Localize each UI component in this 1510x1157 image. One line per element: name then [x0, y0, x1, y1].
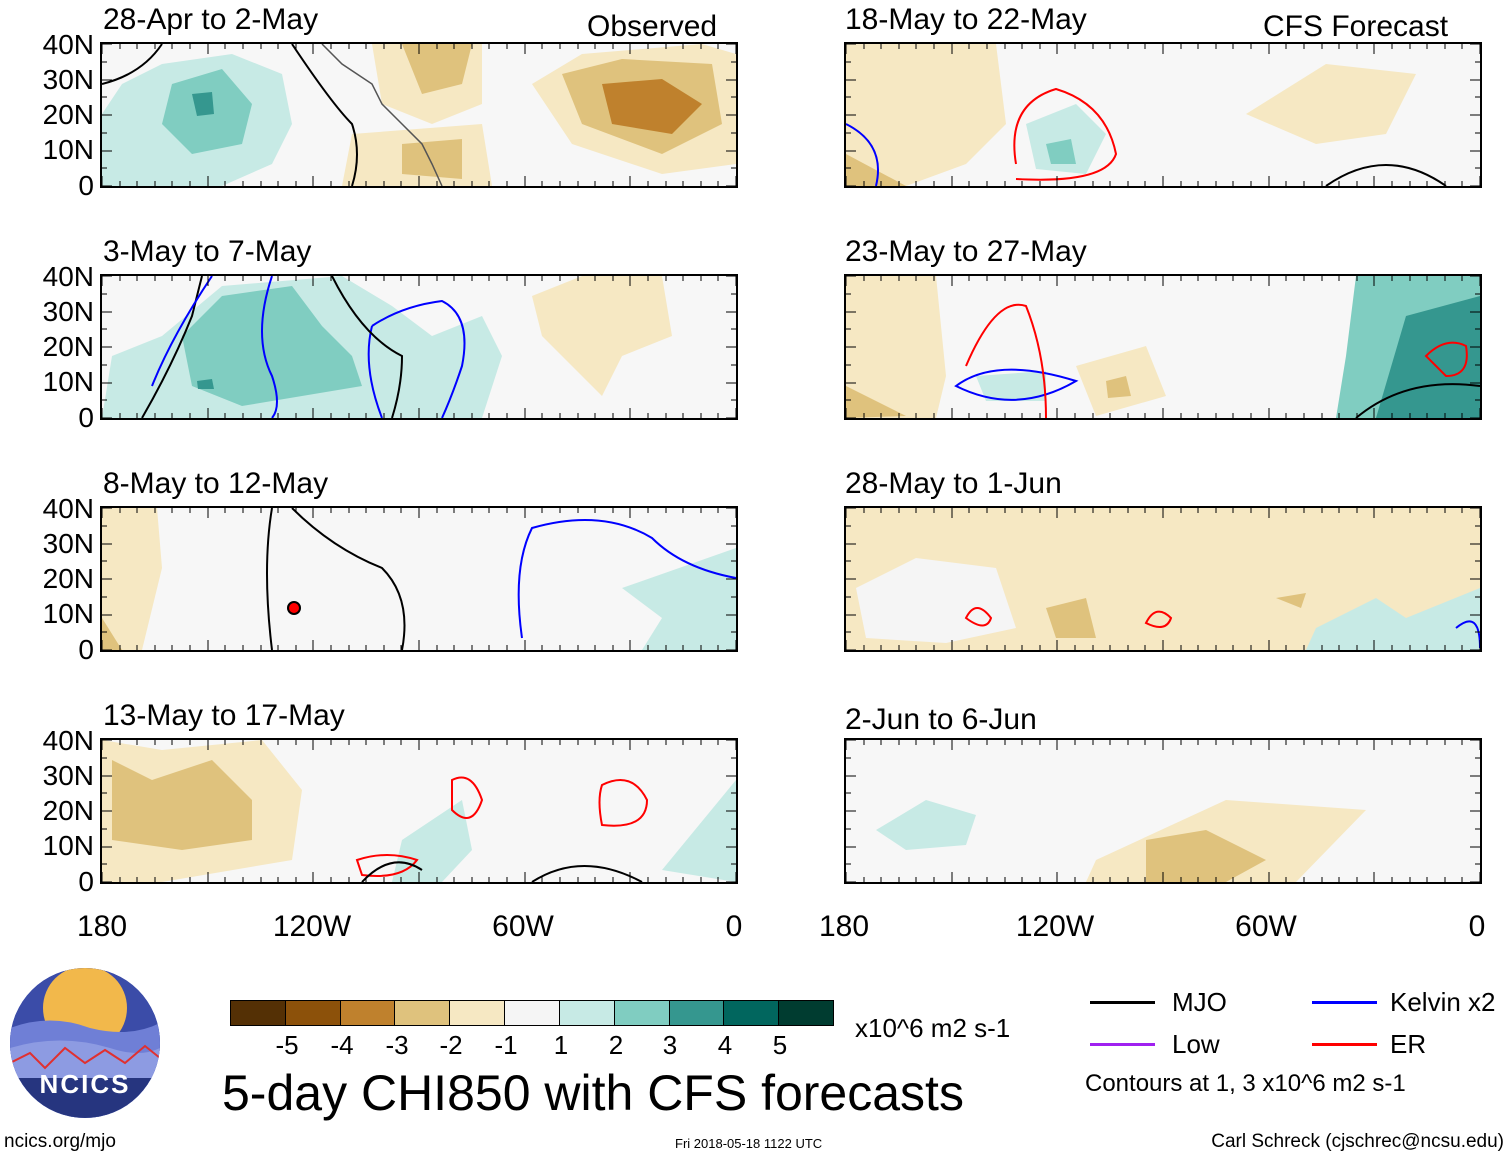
- legend-label: ER: [1390, 1029, 1427, 1059]
- colorbar-label: -1: [494, 1030, 518, 1060]
- anomaly-map: [102, 740, 736, 882]
- forecast-label: CFS Forecast: [1263, 10, 1449, 43]
- y-tick-label: 40N: [42, 29, 94, 60]
- y-tick-label: 40N: [42, 493, 94, 524]
- panel-title: 28-May to 1-Jun: [845, 467, 1062, 500]
- er-legend-line: [1312, 1043, 1377, 1046]
- x-tick-label: 120W: [1015, 910, 1095, 943]
- panel-title: 3-May to 7-May: [103, 235, 312, 268]
- anomaly-map: [846, 276, 1480, 418]
- mjo-legend-line: [1090, 1001, 1155, 1004]
- y-tick-label: 0: [78, 866, 94, 897]
- colorbar-swatch: [231, 1001, 286, 1025]
- colorbar-swatch: [669, 1001, 725, 1025]
- colorbar-swatch: [614, 1001, 670, 1025]
- map-panel-obs-1: [100, 42, 738, 188]
- observed-label: Observed: [587, 10, 718, 43]
- kelvin-legend-line: [1312, 1001, 1377, 1004]
- panel-title: 2-Jun to 6-Jun: [845, 703, 1037, 736]
- anomaly-map: [846, 508, 1480, 650]
- ncics-logo: NCICS: [10, 968, 160, 1118]
- y-tick-label: 40N: [42, 261, 94, 292]
- y-tick-label: 20N: [42, 795, 94, 826]
- x-tick-label: 0: [725, 910, 743, 943]
- y-tick-label: 20N: [42, 99, 94, 130]
- panel-title: 28-Apr to 2-May: [103, 3, 319, 36]
- colorbar: [230, 1000, 834, 1026]
- x-tick-label: 180: [818, 910, 870, 943]
- y-tick-label: 40N: [42, 725, 94, 756]
- panel-title: 8-May to 12-May: [103, 467, 329, 500]
- map-panel-fcst-2: [844, 274, 1482, 420]
- x-tick-label: 180: [76, 910, 128, 943]
- colorbar-swatch: [395, 1001, 451, 1025]
- y-tick-label: 30N: [42, 528, 94, 559]
- y-tick-label: 10N: [42, 134, 94, 165]
- colorbar-swatch: [779, 1001, 833, 1025]
- anomaly-map: [102, 508, 736, 650]
- y-tick-label: 0: [78, 402, 94, 433]
- panel-title: 13-May to 17-May: [103, 699, 345, 732]
- footer-left[interactable]: ncics.org/mjo: [4, 1131, 116, 1152]
- map-panel-obs-2: [100, 274, 738, 420]
- colorbar-label: -5: [275, 1030, 299, 1060]
- y-tick-label: 10N: [42, 830, 94, 861]
- y-tick-label: 30N: [42, 296, 94, 327]
- colorbar-label: -3: [385, 1030, 409, 1060]
- contour-note: Contours at 1, 3 x10^6 m2 s-1: [1085, 1070, 1406, 1097]
- y-tick-label: 0: [78, 170, 94, 201]
- colorbar-swatch: [450, 1001, 506, 1025]
- anomaly-map: [102, 44, 736, 186]
- anomaly-map: [846, 44, 1447, 186]
- low-legend-line: [1090, 1043, 1155, 1046]
- legend-label: Kelvin x2: [1390, 987, 1496, 1017]
- colorbar-label: 5: [772, 1030, 788, 1060]
- panel-title: 18-May to 22-May: [845, 3, 1087, 36]
- colorbar-label: 2: [608, 1030, 624, 1060]
- colorbar-swatch: [724, 1001, 780, 1025]
- colorbar-units: x10^6 m2 s-1: [855, 1013, 1011, 1043]
- colorbar-label: 4: [717, 1030, 733, 1060]
- logo-text: NCICS: [39, 1069, 131, 1099]
- footer-right: Carl Schreck (cjschrec@ncsu.edu): [1211, 1131, 1504, 1152]
- map-panel-fcst-3: [844, 506, 1482, 652]
- colorbar-swatch: [340, 1001, 396, 1025]
- y-tick-label: 30N: [42, 64, 94, 95]
- footer-timestamp: Fri 2018-05-18 1122 UTC: [675, 1136, 823, 1151]
- x-tick-label: 0: [1468, 910, 1486, 943]
- anomaly-map: [102, 276, 672, 418]
- y-tick-label: 0: [78, 634, 94, 665]
- anomaly-map: [876, 800, 1366, 882]
- colorbar-label: 1: [553, 1030, 569, 1060]
- colorbar-swatch: [559, 1001, 615, 1025]
- colorbar-swatch: [505, 1001, 560, 1025]
- x-tick-label: 60W: [1235, 910, 1297, 943]
- map-panel-fcst-1: [844, 42, 1482, 188]
- y-tick-label: 20N: [42, 331, 94, 362]
- y-tick-label: 30N: [42, 760, 94, 791]
- y-tick-label: 10N: [42, 366, 94, 397]
- colorbar-swatch: [285, 1001, 341, 1025]
- map-panel-obs-3: [100, 506, 738, 652]
- colorbar-label: -2: [439, 1030, 463, 1060]
- map-panel-obs-4: [100, 738, 738, 884]
- panel-title: 23-May to 27-May: [845, 235, 1087, 268]
- y-tick-label: 10N: [42, 598, 94, 629]
- legend-label: MJO: [1172, 987, 1227, 1017]
- map-panel-fcst-4: [844, 738, 1482, 884]
- x-tick-label: 120W: [272, 910, 352, 943]
- legend-label: Low: [1172, 1029, 1220, 1059]
- y-tick-label: 20N: [42, 563, 94, 594]
- main-title: 5-day CHI850 with CFS forecasts: [222, 1065, 964, 1121]
- x-tick-label: 60W: [492, 910, 554, 943]
- colorbar-label: 3: [662, 1030, 678, 1060]
- colorbar-label: -4: [330, 1030, 354, 1060]
